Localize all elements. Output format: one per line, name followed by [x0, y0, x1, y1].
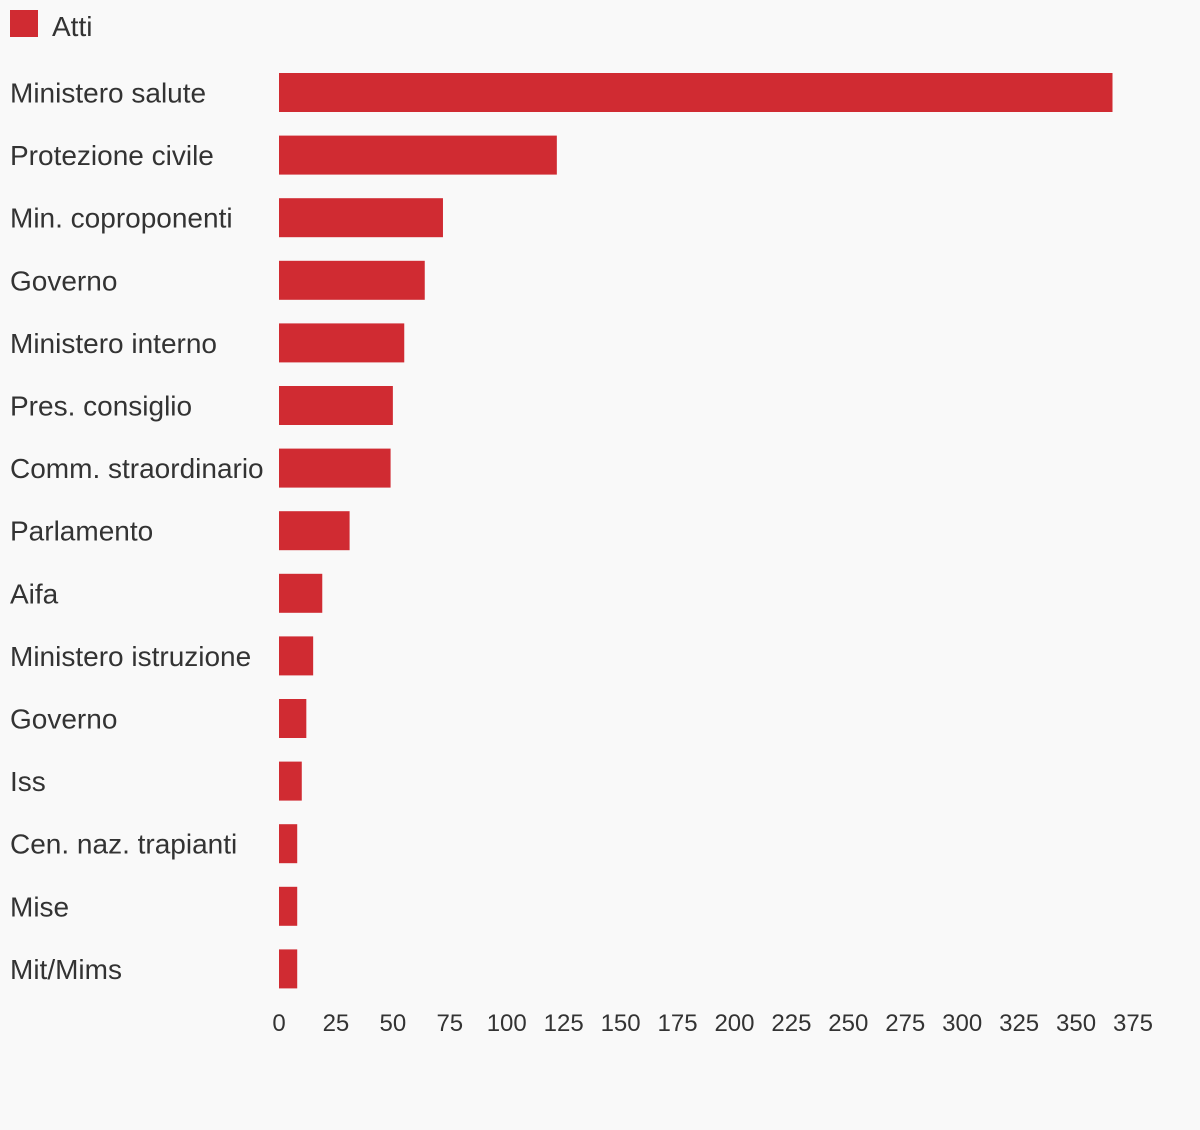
x-tick-label: 250 [828, 1010, 868, 1037]
x-tick-label: 225 [771, 1010, 811, 1037]
category-label: Cen. naz. trapianti [10, 829, 237, 860]
category-label: Mit/Mims [10, 954, 122, 985]
bar [279, 386, 393, 425]
x-tick-label: 0 [272, 1010, 285, 1037]
bar [279, 448, 391, 488]
x-tick-label: 175 [658, 1010, 698, 1037]
x-tick-label: 75 [436, 1010, 463, 1037]
category-labels: Ministero salute Protezione civile Min. co… [10, 78, 264, 985]
category-label: Parlamento [10, 516, 153, 547]
category-label: Comm. straordinario [10, 453, 264, 484]
category-label: Protezione civile [10, 140, 214, 171]
x-tick-label: 350 [1056, 1010, 1096, 1037]
bar [279, 323, 405, 363]
x-tick-label: 300 [942, 1010, 982, 1037]
legend: Atti [10, 10, 92, 42]
x-tick-label: 125 [544, 1010, 584, 1037]
bar [279, 73, 1113, 112]
x-tick-label: 200 [714, 1010, 754, 1037]
category-label: Mise [10, 891, 69, 922]
category-label: Ministero istruzione [10, 641, 251, 672]
x-tick-label: 150 [601, 1010, 641, 1037]
category-label: Iss [10, 766, 46, 797]
bar [279, 511, 350, 551]
bar [279, 260, 425, 300]
bar [279, 886, 298, 926]
x-tick-label: 25 [323, 1010, 350, 1037]
bar [279, 636, 314, 676]
x-tick-label: 325 [999, 1010, 1039, 1037]
bar [279, 761, 302, 801]
x-tick-label: 50 [380, 1010, 407, 1037]
category-label: Min. coproponenti [10, 203, 233, 234]
bar [279, 949, 298, 989]
legend-label: Atti [52, 11, 92, 42]
bar [279, 699, 307, 738]
x-axis-ticks: 0 25 50 75 100 125 150 175 200 225 250 275 300 325 350… [272, 1010, 1153, 1037]
category-label: Aifa [10, 578, 59, 609]
category-label: Pres. consiglio [10, 391, 192, 422]
category-label: Governo [10, 704, 117, 735]
bar [279, 198, 443, 238]
x-tick-label: 275 [885, 1010, 925, 1037]
bars [279, 73, 1113, 989]
bar [279, 824, 298, 864]
category-label: Ministero interno [10, 328, 217, 359]
legend-swatch [10, 10, 38, 37]
x-tick-label: 100 [487, 1010, 527, 1037]
bar [279, 573, 323, 613]
category-label: Ministero salute [10, 78, 206, 109]
bar [279, 135, 557, 175]
category-label: Governo [10, 265, 117, 296]
x-tick-label: 375 [1113, 1010, 1153, 1037]
